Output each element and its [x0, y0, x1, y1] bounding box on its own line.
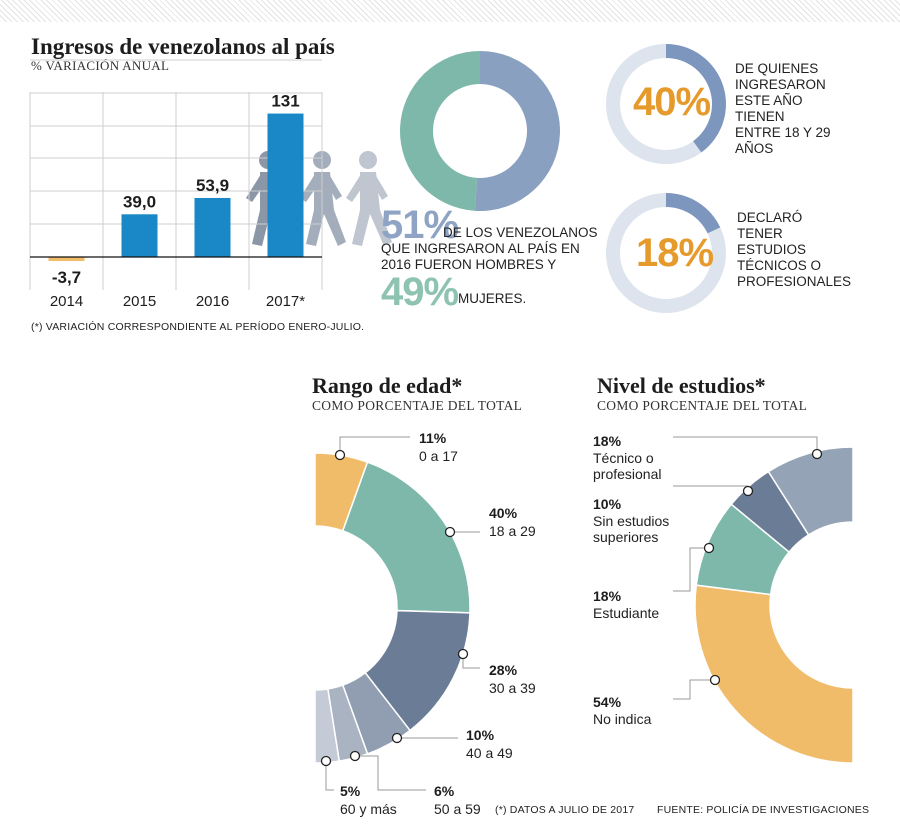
age-marker-dot	[320, 755, 332, 767]
edu-value-label: 54%	[593, 694, 622, 710]
age-category-label: 18 a 29	[489, 523, 536, 539]
age-category-label: 30 a 39	[489, 680, 536, 696]
edu-category-label: Técnico o	[593, 450, 654, 466]
age-category-label: 0 a 17	[419, 448, 458, 464]
age-marker-dot	[391, 732, 403, 744]
stat-text-line: PROFESIONALES	[737, 274, 852, 289]
age-marker-dot	[457, 648, 469, 660]
bar-2014	[48, 257, 85, 262]
bar-2017	[267, 113, 304, 258]
age-value-label: 10%	[466, 727, 495, 743]
age-marker-dot	[334, 449, 346, 461]
age-leader-line	[325, 761, 334, 791]
donut-slice-women	[400, 51, 480, 211]
donut-slice-18-29	[666, 44, 726, 153]
age-value-label: 6%	[434, 783, 455, 799]
stat-text-line: ESTUDIOS	[737, 242, 807, 257]
bar-category-label: 2014	[50, 293, 83, 310]
donut-slice-men	[474, 50, 561, 212]
age-value-label: 40%	[489, 505, 518, 521]
bar-category-label: 2016	[196, 293, 229, 310]
bar-2015	[121, 214, 158, 257]
stat-text-line: TENER	[737, 226, 783, 241]
edu-value-label: 10%	[593, 496, 622, 512]
edu-marker-dot	[811, 448, 823, 460]
age-slice-2	[341, 461, 471, 614]
edu-section-title: Nivel de estudios*	[597, 373, 766, 398]
bar-value-label: 131	[271, 92, 299, 111]
age-category-label: 50 a 59	[434, 801, 481, 817]
edu-leader-line	[673, 436, 818, 454]
age-marker-dot	[349, 750, 361, 762]
edu-slice-4	[694, 584, 854, 764]
stat-text-line: TÉCNICOS O	[737, 258, 822, 273]
stat-text-line: ESTE AÑO	[735, 93, 803, 108]
age-value-label: 5%	[340, 783, 361, 799]
edu-section-subtitle: COMO PORCENTAJE DEL TOTAL	[597, 398, 808, 413]
gender-text-line2: QUE INGRESARON AL PAÍS EN	[381, 241, 580, 256]
gender-text-line1: DE LOS VENEZOLANOS	[443, 225, 598, 240]
age-stat-text: DE QUIENES INGRESARON ESTE AÑO TIENEN ENTRE …	[735, 61, 831, 157]
edu-category-label: Sin estudios	[593, 513, 669, 529]
gender-text-line3: 2016 FUERON HOMBRES Y	[381, 257, 557, 272]
edu-value-label: 18%	[593, 433, 622, 449]
age-section-subtitle: COMO PORCENTAJE DEL TOTAL	[312, 398, 523, 413]
edu-stat-percent: 18%	[636, 231, 714, 275]
age-value-label: 28%	[489, 662, 518, 678]
edu-slice-3	[695, 503, 791, 596]
stat-text-line: DECLARÓ	[737, 210, 803, 225]
stat-text-line: TIENEN	[735, 109, 785, 124]
men-percent: 51%	[381, 203, 459, 247]
age-category-label: 40 a 49	[466, 745, 513, 761]
gender-text-tail: MUJERES.	[458, 291, 527, 306]
main-title: Ingresos de venezolanos al país	[31, 34, 335, 59]
age-slice-6	[314, 688, 341, 764]
age-marker-dot	[444, 526, 456, 538]
donut-slice-others	[606, 44, 702, 165]
edu-category-label: profesional	[593, 466, 662, 482]
edu-leader-line	[673, 485, 749, 491]
stat-text-line: DE QUIENES	[735, 61, 819, 76]
bar-value-label: 39,0	[123, 192, 156, 211]
age-stat-percent: 40%	[633, 80, 711, 124]
main-subtitle: % VARIACIÓN ANUAL	[31, 58, 170, 73]
women-percent: 49%	[381, 270, 459, 314]
age-category-label: 60 y más	[340, 801, 397, 817]
age-value-label: 11%	[419, 430, 447, 446]
age-leader-line	[355, 755, 426, 791]
edu-stat-text: DECLARÓ TENER ESTUDIOS TÉCNICOS O PROFESIONA…	[737, 210, 851, 290]
edu-marker-dot	[742, 485, 754, 497]
edu-category-label: Estudiante	[593, 605, 659, 621]
bar-category-label: 2015	[123, 293, 156, 310]
bar-category-label: 2017*	[266, 293, 305, 310]
bar-value-label: -3,7	[52, 268, 81, 287]
edu-leader-line	[673, 547, 709, 592]
footer-note: (*) DATOS A JULIO DE 2017	[495, 804, 635, 816]
age-leader-line	[339, 436, 410, 455]
bar-footnote: (*) VARIACIÓN CORRESPONDIENTE AL PERÍODO…	[31, 321, 365, 333]
stat-text-line: ENTRE 18 Y 29	[735, 125, 831, 140]
top-hatched-strip	[0, 0, 900, 22]
age-section-title: Rango de edad*	[312, 373, 463, 398]
stat-text-line: AÑOS	[735, 141, 774, 156]
edu-value-label: 18%	[593, 588, 622, 604]
edu-slice-1	[767, 446, 854, 536]
stat-text-line: INGRESARON	[735, 77, 826, 92]
edu-category-label: No indica	[593, 711, 652, 727]
bar-value-label: 53,9	[196, 176, 229, 195]
edu-leader-line	[673, 679, 715, 700]
edu-category-label: superiores	[593, 529, 658, 545]
footer-source: FUENTE: POLICÍA DE INVESTIGACIONES	[657, 804, 870, 816]
edu-marker-dot	[709, 674, 721, 686]
bar-2016	[194, 197, 231, 257]
donut-slice-technical	[666, 193, 721, 234]
edu-marker-dot	[703, 542, 715, 554]
